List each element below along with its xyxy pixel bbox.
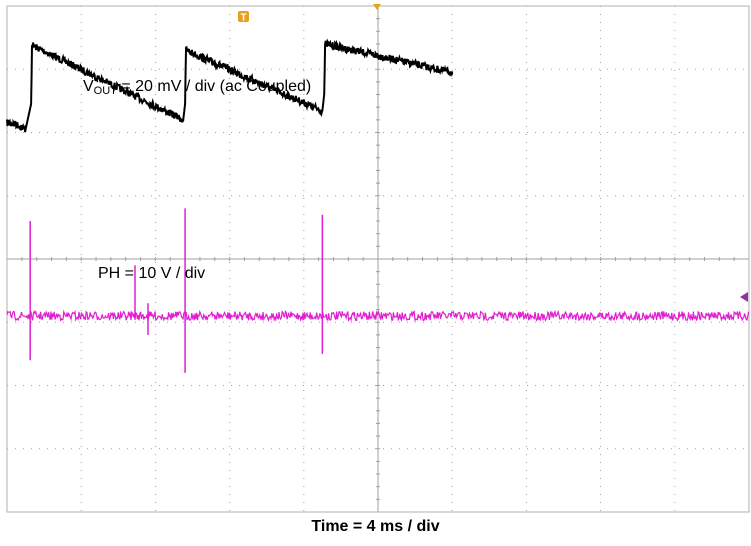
trigger-t-letter: T: [240, 13, 246, 24]
vout-trace: [6, 38, 454, 133]
vout-channel-label: VOUT = 20 mV / div (ac Coupled): [83, 78, 312, 97]
ph-trace: [6, 309, 750, 323]
ph-channel-label: PH = 10 V / div: [98, 265, 206, 282]
ph-level-marker: [740, 292, 748, 302]
time-axis-label: Time = 4 ms / div: [311, 518, 440, 535]
trigger-position-marker: [373, 4, 381, 10]
trigger-t-marker: [238, 11, 249, 22]
